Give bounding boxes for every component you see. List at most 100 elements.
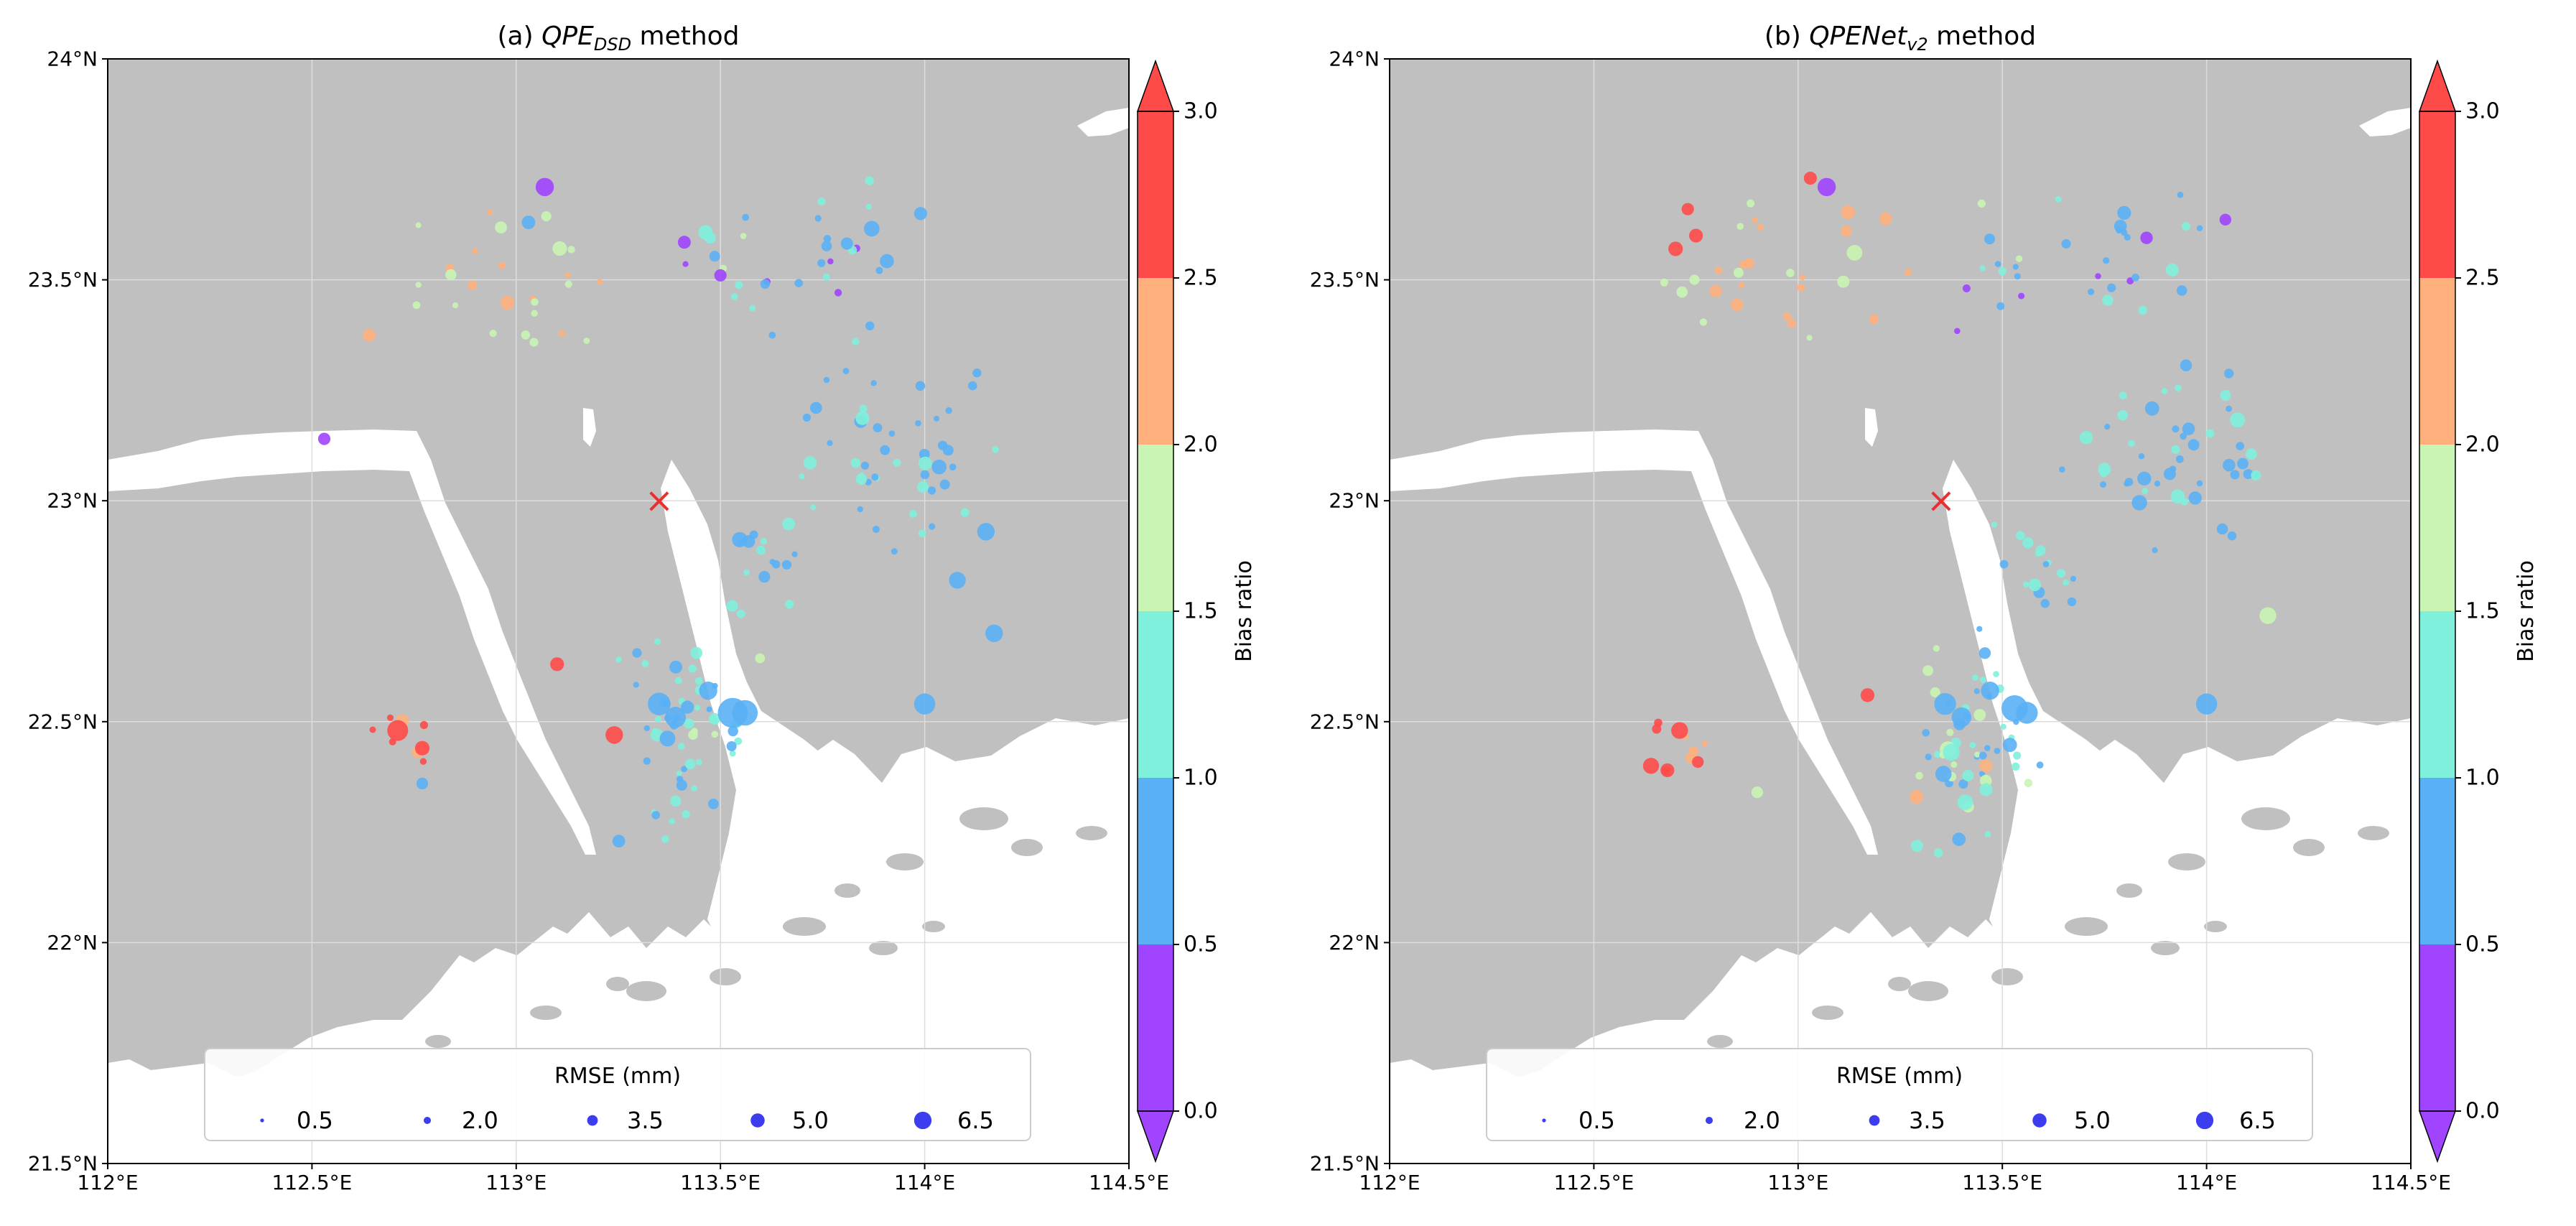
- station-marker: [1979, 783, 1993, 797]
- colorbar-tick-label: 1.5: [1184, 599, 1218, 624]
- station-marker: [821, 241, 832, 252]
- lon-tick-label: 114.5°E: [1089, 1171, 1169, 1194]
- station-marker: [782, 517, 795, 531]
- station-marker: [415, 282, 422, 288]
- river-channel: [108, 429, 596, 855]
- station-marker: [531, 298, 539, 306]
- station-marker: [1998, 266, 2007, 276]
- station-marker: [1933, 751, 1941, 758]
- station-marker: [1974, 751, 1981, 758]
- station-marker: [1991, 521, 1998, 528]
- legend-marker: [1869, 1115, 1880, 1126]
- station-marker: [567, 246, 575, 254]
- station-marker: [681, 700, 694, 714]
- legend-marker: [423, 1116, 432, 1125]
- station-marker: [2243, 469, 2254, 480]
- station-marker: [1922, 665, 1934, 676]
- station-marker: [1786, 269, 1795, 277]
- station-marker: [2012, 762, 2020, 771]
- colorbar-tick-label: 0.0: [2465, 1099, 2500, 1124]
- station-marker: [860, 461, 870, 470]
- station-marker: [758, 571, 771, 583]
- gridlines: [108, 59, 1129, 1164]
- colorbar-segment: [1138, 778, 1173, 944]
- station-marker: [735, 281, 743, 289]
- station-marker: [863, 220, 880, 237]
- station-marker: [822, 273, 830, 281]
- station-marker: [2000, 723, 2007, 730]
- station-marker: [1699, 318, 1707, 326]
- lon-tick-label: 113.5°E: [680, 1171, 761, 1194]
- lon-tick-label: 114.5°E: [2371, 1171, 2451, 1194]
- colorbar-extend-max: [2418, 59, 2457, 112]
- station-marker: [1817, 177, 1836, 197]
- station-marker: [2098, 463, 2111, 476]
- lon-tick-label: 113.5°E: [1962, 1171, 2042, 1194]
- station-marker: [500, 295, 515, 310]
- station-marker: [726, 600, 738, 612]
- station-marker: [1910, 789, 1924, 804]
- station-marker: [369, 726, 376, 733]
- station-marker: [2042, 561, 2050, 567]
- station-marker: [2131, 495, 2147, 511]
- station-marker: [2172, 425, 2180, 433]
- station-marker: [2013, 751, 2022, 760]
- station-marker: [2124, 233, 2131, 241]
- station-marker: [827, 440, 833, 446]
- legend-marker: [1542, 1118, 1546, 1123]
- lon-tick-label: 114°E: [2176, 1171, 2237, 1194]
- station-marker: [942, 445, 954, 456]
- station-marker: [810, 504, 817, 511]
- station-marker: [802, 413, 812, 422]
- station-marker: [2018, 292, 2025, 299]
- station-marker: [412, 301, 421, 310]
- northeast-inlet: [1077, 108, 1129, 136]
- station-marker: [934, 415, 940, 422]
- station-marker: [749, 305, 756, 312]
- northeast-inlet: [2359, 108, 2411, 136]
- station-marker: [416, 777, 429, 789]
- station-marker: [743, 569, 750, 576]
- station-marker: [2056, 569, 2066, 578]
- station-marker: [1757, 223, 1764, 231]
- colorbar-label: Bias ratio: [2514, 560, 2539, 662]
- station-marker: [915, 381, 926, 391]
- station-markers: [317, 176, 1003, 847]
- colorbar-tick-label: 0.0: [1184, 1099, 1218, 1124]
- station-marker: [1977, 199, 1986, 208]
- station-marker: [870, 380, 877, 386]
- station-marker: [1869, 314, 1879, 325]
- station-marker: [1984, 745, 1991, 751]
- station-marker: [612, 835, 626, 847]
- lat-tick-label: 22.5°N: [28, 710, 98, 733]
- station-marker: [919, 449, 930, 460]
- station-marker: [659, 730, 676, 747]
- reservoir: [583, 408, 596, 447]
- lon-tick-label: 114°E: [894, 1171, 955, 1194]
- station-marker: [2177, 191, 2184, 198]
- station-marker: [1806, 335, 1813, 341]
- station-marker: [2182, 422, 2195, 435]
- station-marker: [669, 660, 683, 674]
- station-marker: [1860, 688, 1875, 702]
- station-marker: [755, 653, 766, 664]
- station-marker: [1701, 740, 1708, 747]
- station-marker: [781, 559, 792, 570]
- station-marker: [688, 664, 697, 673]
- station-marker: [859, 404, 868, 413]
- station-marker: [850, 458, 861, 468]
- station-marker: [960, 508, 970, 517]
- station-marker: [2022, 537, 2034, 549]
- station-marker: [1736, 223, 1744, 231]
- station-marker: [949, 572, 966, 589]
- legend-items: 0.5 2.0 3.5 5.0 6.5: [260, 1107, 994, 1134]
- station-marker: [742, 213, 749, 221]
- colorbar-segment: [2419, 445, 2455, 611]
- station-marker: [2188, 491, 2202, 505]
- station-marker: [386, 714, 394, 721]
- station-marker: [550, 657, 564, 672]
- station-marker: [823, 235, 832, 243]
- station-marker: [880, 254, 894, 269]
- colorbar-tick-label: 3.0: [1184, 99, 1218, 124]
- station-marker: [1957, 794, 1973, 810]
